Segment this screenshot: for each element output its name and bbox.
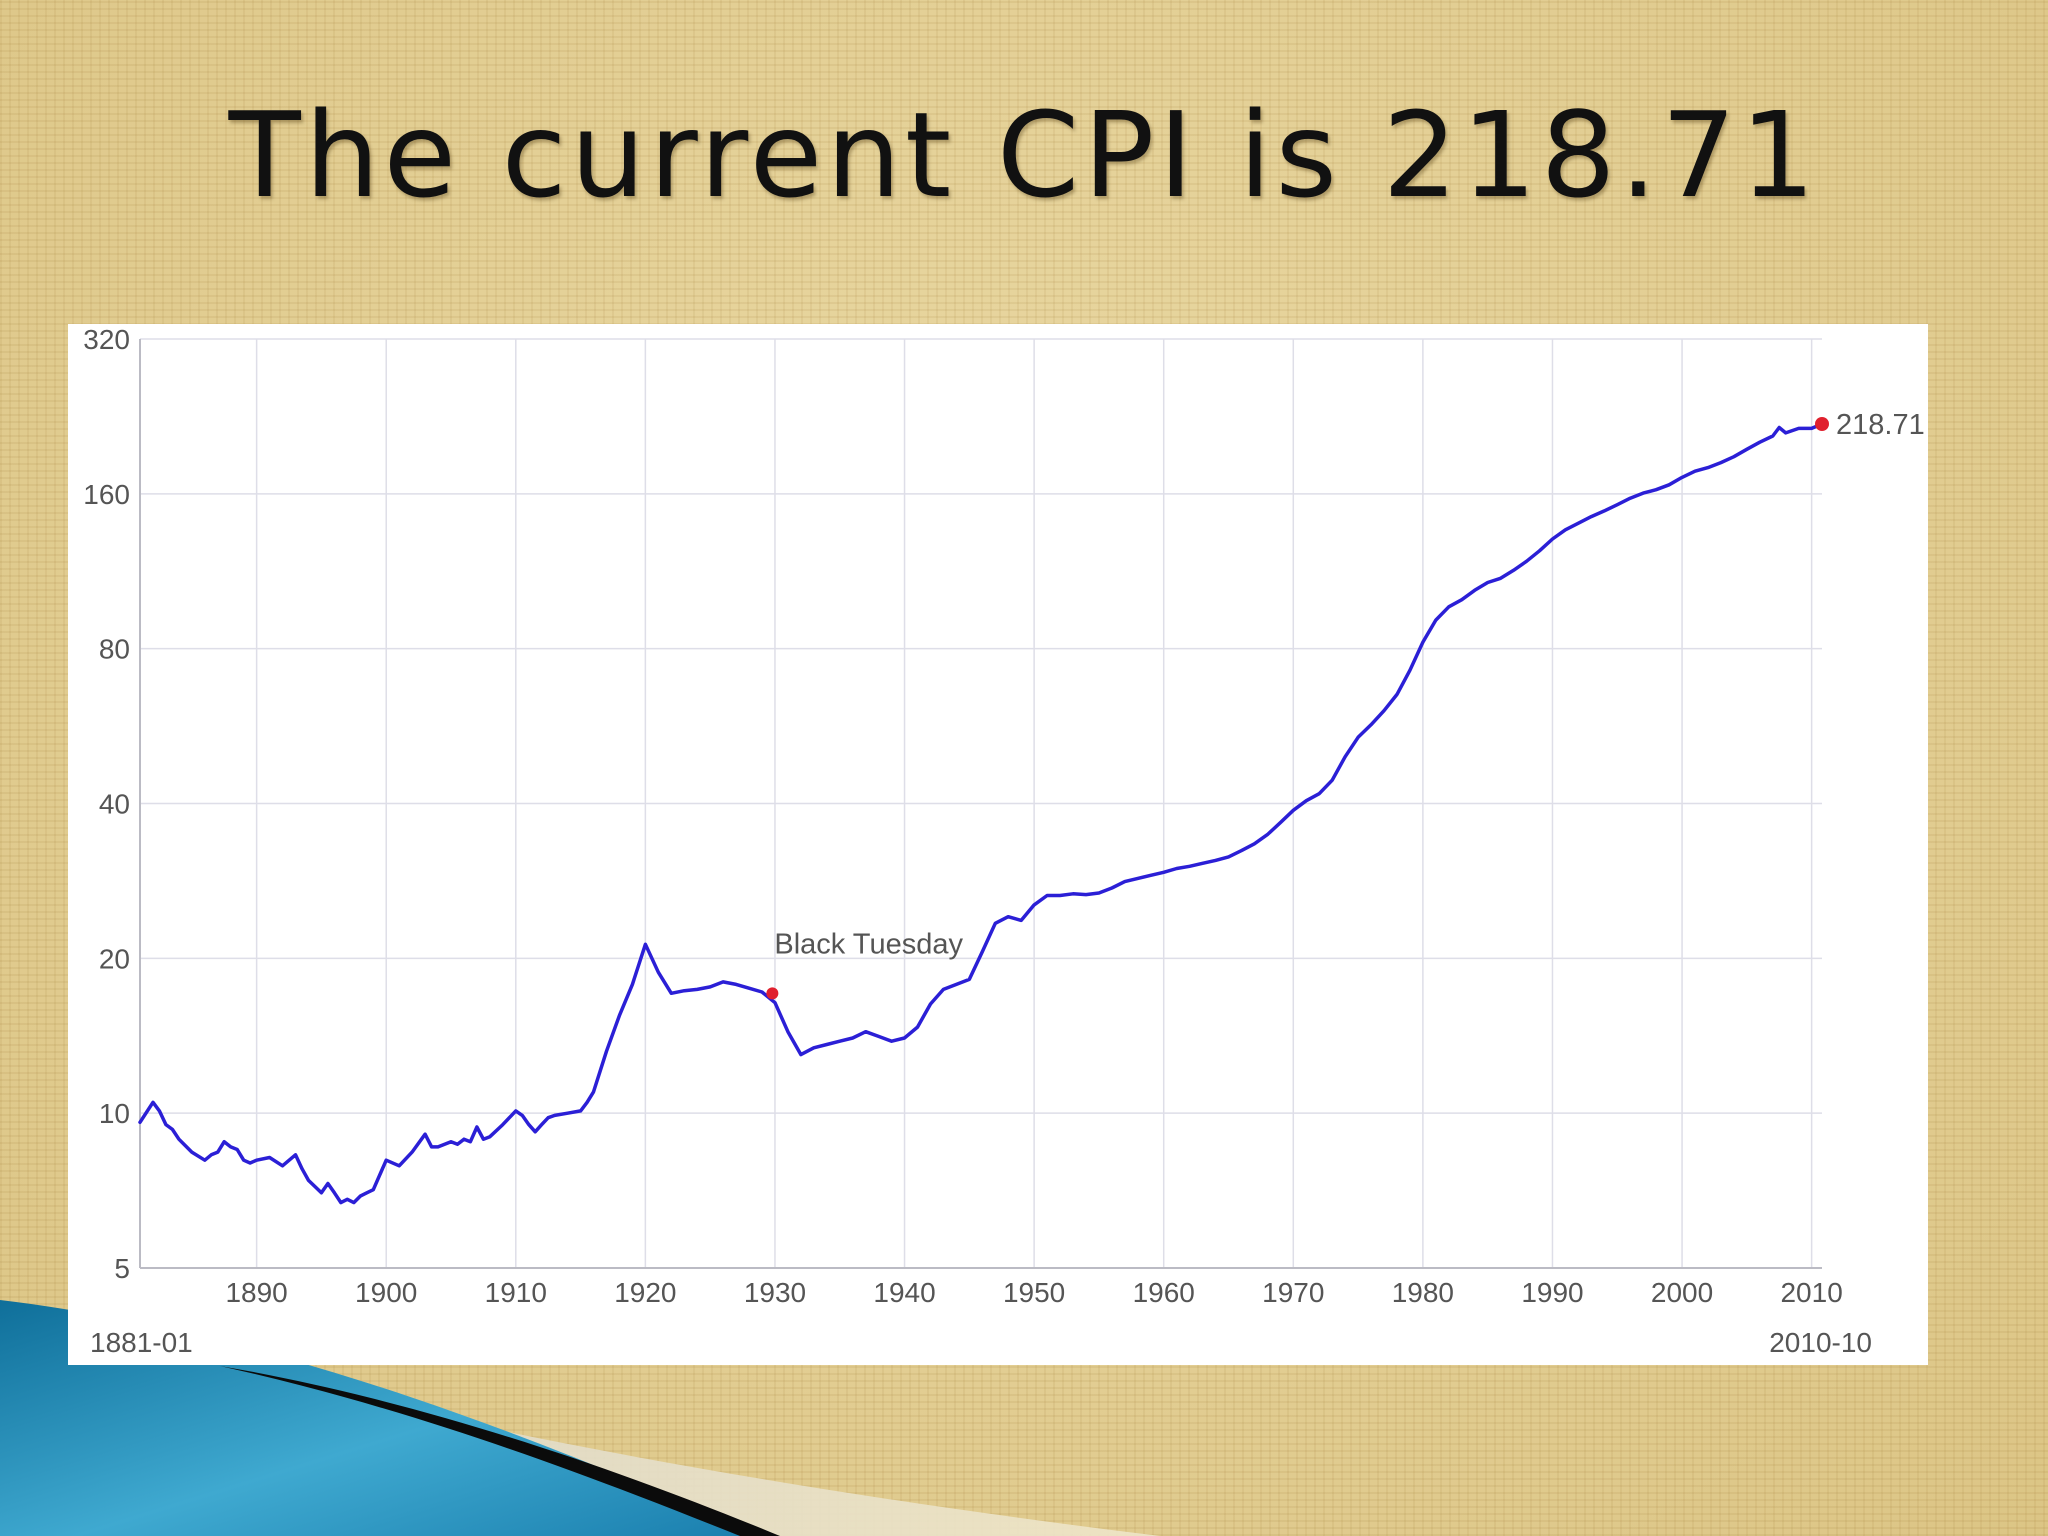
chart-grid: [140, 338, 1822, 1268]
x-tick-label: 1920: [614, 1277, 676, 1308]
cpi-series-line: [138, 422, 1824, 1205]
y-tick-label: 10: [99, 1098, 130, 1129]
x-tick-label: 1890: [225, 1277, 287, 1308]
x-tick-label: 2000: [1651, 1277, 1713, 1308]
x-tick-label: 1900: [355, 1277, 417, 1308]
slide-title: The current CPI is 218.71: [228, 86, 1820, 224]
x-tick-label: 1930: [744, 1277, 806, 1308]
y-tick-label: 80: [99, 634, 130, 665]
x-tick-label: 1960: [1133, 1277, 1195, 1308]
x-tick-label: 1970: [1262, 1277, 1324, 1308]
black-tuesday-marker: [766, 987, 779, 1000]
range-start-label: 1881-01: [90, 1327, 193, 1358]
y-tick-label: 160: [83, 479, 130, 510]
y-tick-label: 20: [99, 943, 130, 974]
y-tick-label: 5: [114, 1253, 130, 1284]
range-end-label: 2010-10: [1769, 1327, 1872, 1358]
x-tick-label: 1910: [485, 1277, 547, 1308]
current-cpi-label: 218.71: [1836, 409, 1925, 441]
y-tick-label: 320: [83, 324, 130, 355]
y-tick-label: 40: [99, 789, 130, 820]
x-tick-label: 1950: [1003, 1277, 1065, 1308]
current-cpi-marker: [1815, 417, 1829, 432]
x-tick-label: 2010: [1780, 1277, 1842, 1308]
x-tick-label: 1980: [1392, 1277, 1454, 1308]
cpi-chart: 5 10 20 40 80 160 320 1890 1900 1910 1920 1930 1940 1…: [83, 324, 1925, 1358]
chart-annotations: Black Tuesday 218.71: [766, 409, 1925, 1000]
cpi-chart-panel: 5 10 20 40 80 160 320 1890 1900 1910 1920 1930 1940 1…: [68, 324, 1928, 1365]
chart-axes: 5 10 20 40 80 160 320 1890 1900 1910 1920 1930 1940 1…: [83, 324, 1872, 1358]
x-tick-label: 1940: [873, 1277, 935, 1308]
x-tick-label: 1990: [1521, 1277, 1583, 1308]
black-tuesday-label: Black Tuesday: [774, 928, 963, 960]
